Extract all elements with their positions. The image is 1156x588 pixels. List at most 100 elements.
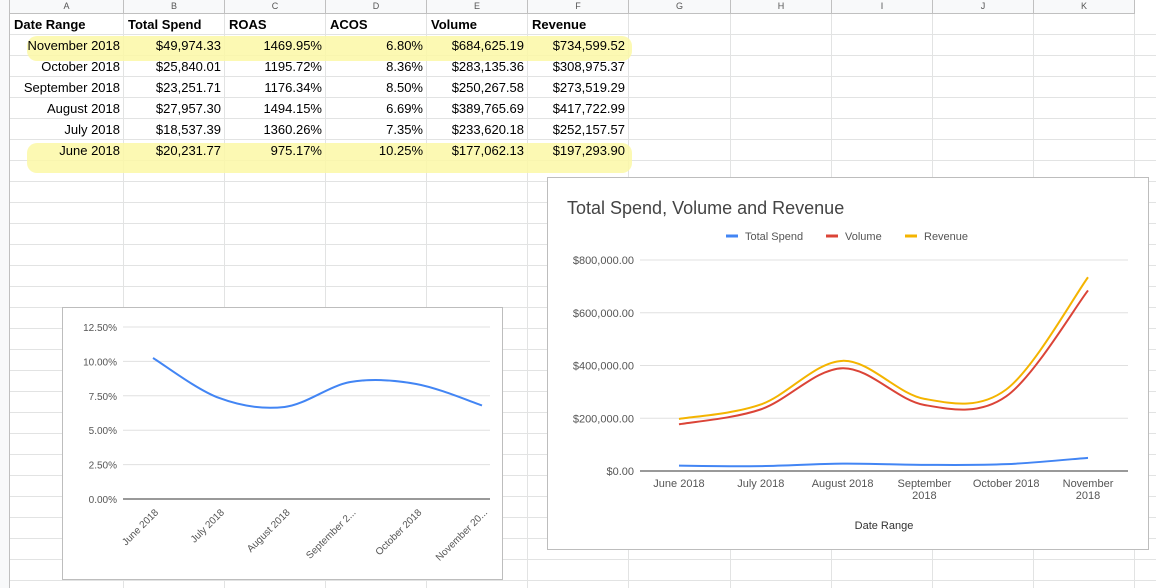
column-header-a[interactable]: A (10, 0, 124, 14)
table-cell[interactable]: $734,599.52 (552, 38, 625, 53)
column-header-f[interactable]: F (528, 0, 629, 14)
column-header-c[interactable]: C (225, 0, 326, 14)
y-tick-label: 5.00% (89, 426, 117, 437)
y-tick-label: $0.00 (606, 466, 634, 478)
column-header-e[interactable]: E (427, 0, 528, 14)
row-gridline (10, 118, 1156, 119)
column-gridline (224, 14, 225, 588)
row-gridline (10, 559, 1156, 560)
column-gridline (325, 14, 326, 588)
series-line-total-spend (678, 456, 1089, 468)
acos-series-line (152, 357, 483, 409)
table-cell[interactable]: $27,957.30 (155, 101, 221, 116)
table-cell[interactable]: 1360.26% (263, 122, 322, 137)
table-cell[interactable]: $18,537.39 (155, 122, 221, 137)
x-tick-label: July 2018 (737, 478, 784, 490)
header-cell[interactable]: Volume (431, 17, 477, 32)
y-tick-label: 0.00% (89, 495, 117, 506)
column-header-k[interactable]: K (1034, 0, 1135, 14)
x-tick-label: July 2018 (189, 507, 227, 545)
table-cell[interactable]: 6.69% (386, 101, 423, 116)
table-cell[interactable]: $25,840.01 (155, 59, 221, 74)
svr-chart-svg: Total Spend, Volume and Revenue Total Spe… (567, 198, 1128, 532)
acos-chart[interactable]: 0.00% 2.50% 5.00% 7.50% 10.00% 12.50% June 201… (62, 307, 503, 580)
table-cell[interactable]: $273,519.29 (552, 80, 625, 95)
column-header-d[interactable]: D (326, 0, 427, 14)
table-cell[interactable]: $49,974.33 (155, 38, 221, 53)
series-line-revenue (678, 276, 1089, 420)
table-cell[interactable]: 6.80% (386, 38, 423, 53)
table-cell[interactable]: $684,625.19 (451, 38, 524, 53)
x-tick-label: November 20... (434, 507, 490, 563)
y-tick-label: 7.50% (89, 392, 117, 403)
table-cell[interactable]: 1469.95% (263, 38, 322, 53)
table-cell[interactable]: 8.36% (386, 59, 423, 74)
header-cell[interactable]: ROAS (229, 17, 267, 32)
x-tick-label: August 2018 (812, 478, 874, 490)
table-cell[interactable]: $20,231.77 (155, 143, 221, 158)
legend-label: Revenue (924, 231, 968, 243)
series-line-volume (678, 289, 1089, 426)
row-gridline (10, 76, 1156, 77)
acos-chart-svg: 0.00% 2.50% 5.00% 7.50% 10.00% 12.50% June 201… (83, 323, 490, 563)
column-header-b[interactable]: B (124, 0, 225, 14)
row-gridline (10, 580, 1156, 581)
table-cell[interactable]: $197,293.90 (552, 143, 625, 158)
table-cell[interactable]: $233,620.18 (451, 122, 524, 137)
column-gridline (123, 14, 124, 588)
table-cell[interactable]: $250,267.58 (451, 80, 524, 95)
x-tick-label: June 2018 (120, 507, 161, 548)
header-cell[interactable]: ACOS (330, 17, 368, 32)
row-gridline (10, 139, 1156, 140)
x-tick-label: September 2... (304, 507, 358, 561)
highlight-row-june (27, 143, 632, 173)
table-cell[interactable]: 10.25% (378, 143, 423, 158)
x-axis-title: Date Range (855, 520, 914, 532)
header-cell[interactable]: Revenue (532, 17, 587, 32)
y-tick-label: $800,000.00 (573, 255, 634, 267)
column-header-g[interactable]: G (629, 0, 731, 14)
table-cell[interactable]: 7.35% (386, 122, 423, 137)
column-gridline (426, 14, 427, 588)
header-cell[interactable]: Total Spend (128, 17, 202, 32)
legend-label: Total Spend (745, 231, 803, 243)
table-cell[interactable]: $389,765.69 (451, 101, 524, 116)
table-cell[interactable]: 1195.72% (264, 59, 322, 74)
column-header-j[interactable]: J (933, 0, 1034, 14)
x-tick-label: August 2018 (245, 507, 293, 555)
y-tick-label: $600,000.00 (573, 308, 634, 320)
table-cell[interactable]: 8.50% (386, 80, 423, 95)
table-cell[interactable]: June 2018 (59, 143, 120, 158)
column-header-i[interactable]: I (832, 0, 933, 14)
table-cell[interactable]: 1494.15% (263, 101, 322, 116)
x-tick-label: 2018 (1076, 490, 1100, 502)
column-header-h[interactable]: H (731, 0, 832, 14)
x-tick-label: June 2018 (653, 478, 704, 490)
row-gridline (10, 34, 1156, 35)
table-cell[interactable]: July 2018 (64, 122, 120, 137)
x-tick-label: November (1063, 478, 1114, 490)
spend-volume-revenue-chart[interactable]: Total Spend, Volume and Revenue Total Spe… (547, 177, 1149, 550)
y-tick-label: 2.50% (89, 461, 117, 472)
table-cell[interactable]: November 2018 (27, 38, 121, 53)
table-cell[interactable]: 1176.34% (264, 80, 322, 95)
table-cell[interactable]: 975.17% (270, 143, 322, 158)
table-cell[interactable]: $23,251.71 (155, 80, 221, 95)
x-tick-label: 2018 (912, 490, 936, 502)
x-tick-label: October 2018 (973, 478, 1040, 490)
y-tick-label: $400,000.00 (573, 361, 634, 373)
table-cell[interactable]: October 2018 (41, 59, 120, 74)
table-cell[interactable]: $177,062.13 (451, 143, 524, 158)
legend-label: Volume (845, 231, 882, 243)
x-tick-label: September (897, 478, 951, 490)
y-tick-label: 10.00% (83, 357, 117, 368)
table-cell[interactable]: $252,157.57 (552, 122, 625, 137)
row-gridline (10, 97, 1156, 98)
table-cell[interactable]: $308,975.37 (552, 59, 625, 74)
table-cell[interactable]: $417,722.99 (552, 101, 625, 116)
table-cell[interactable]: August 2018 (46, 101, 120, 116)
header-cell[interactable]: Date Range (14, 17, 86, 32)
table-cell[interactable]: $283,135.36 (451, 59, 524, 74)
row-header-strip[interactable] (0, 0, 10, 588)
table-cell[interactable]: September 2018 (23, 80, 120, 95)
